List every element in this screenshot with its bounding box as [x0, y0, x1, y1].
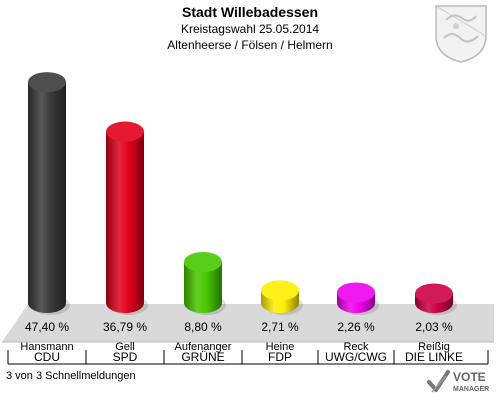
candidate-label: Gell — [115, 341, 135, 353]
party-label: UWG/CWG — [325, 350, 387, 364]
bar-top — [415, 283, 453, 304]
value-label: 47,40 % — [25, 320, 69, 334]
coat-of-arms-icon — [432, 2, 490, 64]
candidate-label: Reißig — [418, 341, 450, 353]
bar-top — [106, 121, 144, 142]
chart-title: Stadt Willebadessen — [181, 4, 319, 20]
value-label: 8,80 % — [184, 320, 222, 334]
bar-body — [28, 82, 66, 313]
bar-die-linke — [415, 283, 457, 315]
bar-top — [261, 280, 299, 301]
party-label: GRÜNE — [181, 350, 224, 364]
bar-cdu — [28, 72, 70, 315]
value-label: 2,03 % — [415, 320, 453, 334]
chart-subtitle-election: Kreistagswahl 25.05.2014 — [180, 22, 320, 36]
value-label: 36,79 % — [103, 320, 147, 334]
bar-top — [337, 282, 375, 303]
party-label: SPD — [113, 350, 138, 364]
bar-spd — [106, 121, 148, 315]
party-label: FDP — [268, 350, 292, 364]
chart-floor — [2, 304, 494, 342]
party-label: DIE LINKE — [405, 350, 463, 364]
bar-uwg-cwg — [337, 282, 379, 315]
bar-fdp — [261, 280, 303, 315]
bar-top — [184, 251, 222, 272]
status-text: 3 von 3 Schnellmeldungen — [6, 370, 136, 382]
logo-text-vote: VOTE — [453, 370, 486, 384]
value-label: 2,71 % — [261, 320, 299, 334]
vote-manager-logo: VOTE MANAGER — [426, 366, 498, 398]
chart-subtitle-district: Altenheerse / Fölsen / Helmern — [167, 38, 333, 52]
chart-header: Stadt Willebadessen Kreistagswahl 25.05.… — [0, 3, 500, 53]
bar-gr-ne — [184, 251, 226, 315]
party-label: CDU — [34, 350, 60, 364]
logo-text-manager: MANAGER — [453, 386, 489, 393]
value-label: 2,26 % — [337, 320, 375, 334]
bar-body — [184, 261, 222, 313]
candidate-label: Aufenanger — [175, 341, 232, 353]
checkmark-icon — [427, 370, 450, 393]
bar-body — [106, 131, 144, 313]
candidate-label: Hansmann — [20, 341, 73, 353]
candidate-label: Reck — [343, 341, 369, 353]
bar-top — [28, 72, 66, 93]
candidate-label: Heine — [266, 341, 295, 353]
